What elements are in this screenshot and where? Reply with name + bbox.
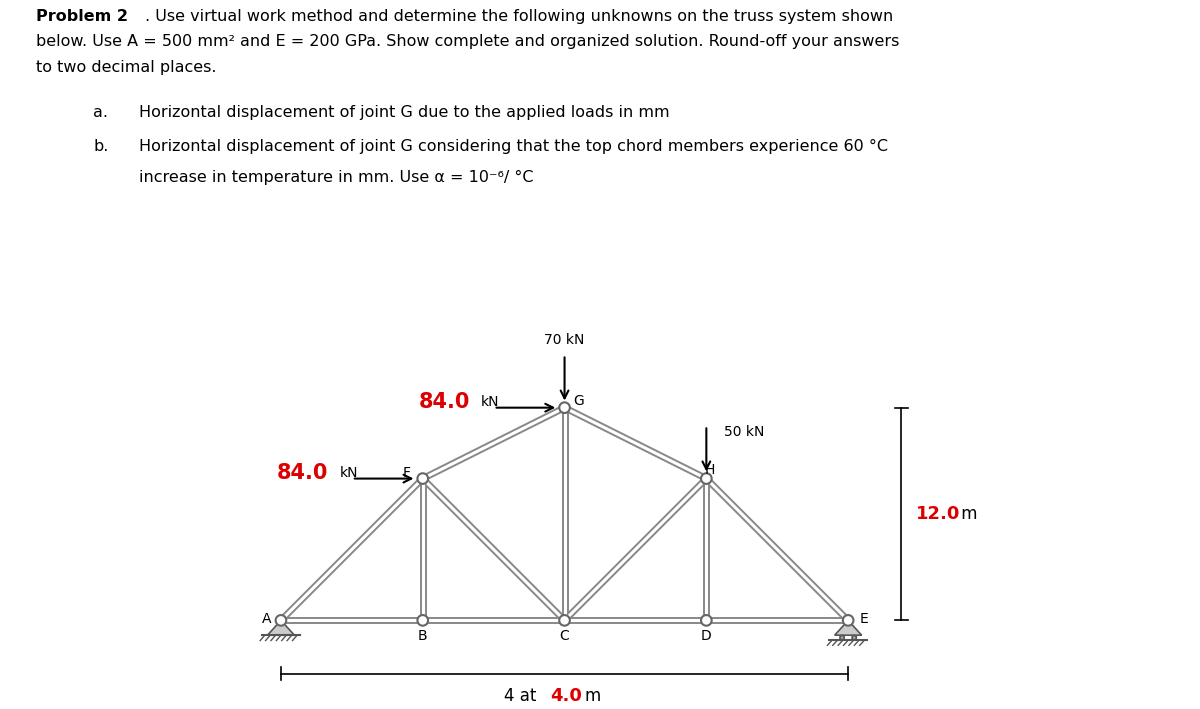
Text: 70 kN: 70 kN — [545, 333, 584, 347]
Text: 84.0: 84.0 — [276, 463, 328, 484]
Text: E: E — [859, 612, 869, 625]
Circle shape — [418, 615, 428, 626]
Circle shape — [418, 474, 428, 484]
Text: Horizontal displacement of joint G due to the applied loads in mm: Horizontal displacement of joint G due t… — [139, 105, 670, 120]
Text: m: m — [956, 505, 978, 523]
Text: G: G — [574, 393, 584, 408]
Text: 50 kN: 50 kN — [724, 425, 764, 440]
Polygon shape — [835, 620, 862, 635]
Text: m: m — [584, 687, 600, 705]
Circle shape — [701, 615, 712, 626]
Circle shape — [842, 615, 853, 626]
Circle shape — [559, 403, 570, 413]
Text: below. Use A = 500 mm² and E = 200 GPa. Show complete and organized solution. Ro: below. Use A = 500 mm² and E = 200 GPa. … — [36, 34, 899, 49]
Circle shape — [840, 635, 845, 640]
Text: a.: a. — [94, 105, 108, 120]
Polygon shape — [268, 620, 294, 635]
Circle shape — [559, 615, 570, 626]
Text: 12.0: 12.0 — [916, 505, 960, 523]
Text: B: B — [418, 630, 427, 643]
Text: increase in temperature in mm. Use α = 10⁻⁶/ °C: increase in temperature in mm. Use α = 1… — [139, 170, 534, 185]
Text: 84.0: 84.0 — [419, 392, 469, 413]
Text: kN: kN — [481, 396, 499, 409]
Text: H: H — [704, 463, 715, 476]
Circle shape — [852, 635, 857, 640]
Circle shape — [276, 615, 287, 626]
Text: F: F — [403, 467, 410, 480]
Text: to two decimal places.: to two decimal places. — [36, 60, 216, 74]
Text: b.: b. — [94, 139, 108, 154]
Text: . Use virtual work method and determine the following unknowns on the truss syst: . Use virtual work method and determine … — [145, 9, 893, 23]
Circle shape — [701, 474, 712, 484]
Text: kN: kN — [340, 467, 358, 480]
Text: A: A — [262, 612, 271, 625]
Text: 4.0: 4.0 — [551, 687, 582, 705]
Text: Horizontal displacement of joint G considering that the top chord members experi: Horizontal displacement of joint G consi… — [139, 139, 888, 154]
Text: C: C — [559, 630, 570, 643]
Text: Problem 2: Problem 2 — [36, 9, 127, 23]
Text: D: D — [701, 630, 712, 643]
Text: 4 at: 4 at — [504, 687, 536, 705]
